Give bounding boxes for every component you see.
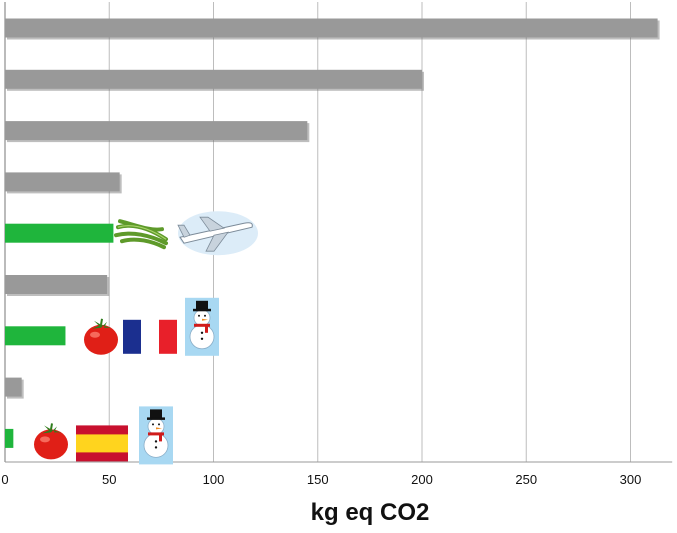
bar (5, 326, 66, 346)
france-flag-icon (123, 319, 177, 354)
snowman-icon (139, 406, 173, 465)
bar (5, 223, 114, 243)
x-tick-label: 300 (620, 472, 642, 487)
x-tick-label: 200 (411, 472, 433, 487)
bar (5, 121, 308, 141)
green-beans-icon (114, 219, 168, 250)
snowman-icon (185, 297, 219, 356)
x-tick-label: 100 (203, 472, 225, 487)
x-tick-label: 0 (1, 472, 8, 487)
bar (5, 275, 108, 294)
x-tick-label: 50 (102, 472, 116, 487)
x-tick-label: 250 (515, 472, 537, 487)
bar (5, 172, 120, 192)
bar (5, 428, 14, 448)
bars (5, 18, 660, 448)
x-tick-label: 150 (307, 472, 329, 487)
airplane-icon (177, 211, 258, 256)
bar (5, 69, 422, 89)
x-tick-labels: 0 50 100 150 200 250 300 (1, 472, 641, 487)
bar (5, 377, 22, 397)
tomato-icon (84, 318, 118, 355)
bar (5, 18, 658, 38)
spain-flag-icon (76, 425, 128, 462)
x-axis-title: kg eq CO2 (311, 499, 430, 526)
tomato-icon (34, 423, 68, 460)
annotation-icons (34, 211, 258, 465)
